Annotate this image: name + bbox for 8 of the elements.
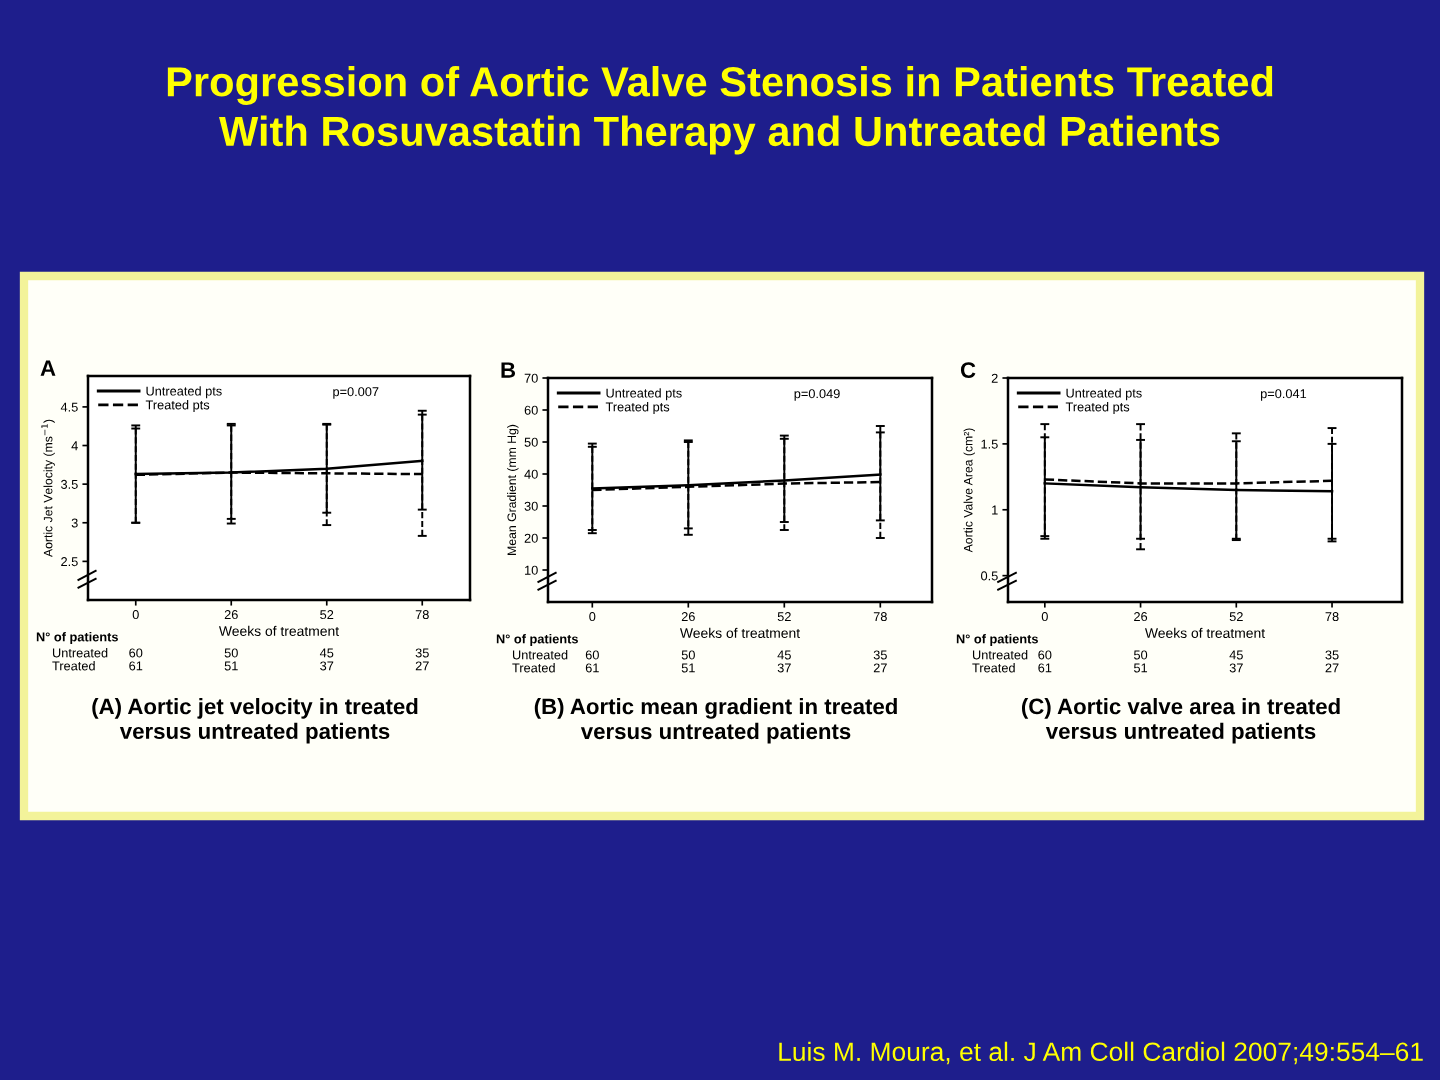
text: B <box>501 362 516 378</box>
text: (B) Aortic mean gradient in treated versus untreated patients <box>534 698 897 744</box>
text: Luis M. Moura, et al. J Am Coll Cardiol 2007;49:554–61 <box>779 1041 1423 1065</box>
text: Progression of Aortic Valve Stenosis in Patients Treated With Rosuvastatin Therapy and Untreated Patients <box>167 66 1273 155</box>
text: C <box>960 362 976 378</box>
text: A <box>40 360 56 376</box>
text: (C) Aortic valve area in treated versus untreated patients <box>1021 698 1340 744</box>
text: (A) Aortic jet velocity in treated versus untreated patients <box>92 698 418 744</box>
